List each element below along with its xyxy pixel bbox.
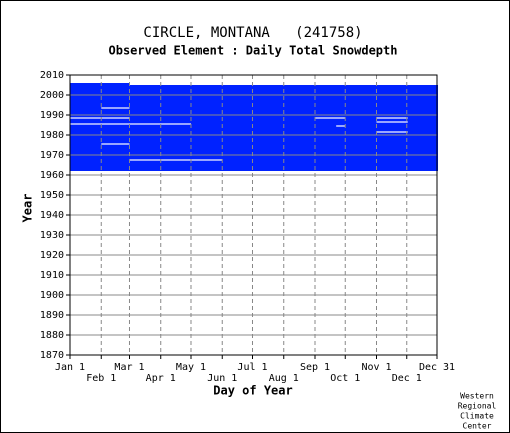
y-tick-label: 1880 xyxy=(40,330,64,341)
missing-data xyxy=(101,107,130,109)
y-tick-label: 1910 xyxy=(40,270,64,281)
x-tick-label: Aug 1 xyxy=(269,373,299,384)
y-tick-label: 1890 xyxy=(40,310,64,321)
x-tick-label: Apr 1 xyxy=(146,373,176,384)
y-tick-label: 1960 xyxy=(40,170,64,181)
x-tick-label: Jun 1 xyxy=(207,373,237,384)
y-tick-label: 1940 xyxy=(40,210,64,221)
credit-line: Western xyxy=(460,392,494,401)
y-tick-label: 1950 xyxy=(40,190,64,201)
missing-data xyxy=(315,117,346,119)
y-tick-label: 2010 xyxy=(40,70,64,81)
x-tick-label: Feb 1 xyxy=(86,373,116,384)
y-tick-label: 1990 xyxy=(40,110,64,121)
y-tick-label: 1920 xyxy=(40,250,64,261)
x-tick-label: Jan 1 xyxy=(55,362,85,373)
missing-data xyxy=(336,125,346,127)
x-tick-label: Mar 1 xyxy=(114,362,144,373)
x-axis-label: Day of Year xyxy=(213,384,292,398)
y-tick-label: 1900 xyxy=(40,290,64,301)
x-tick-label: May 1 xyxy=(176,362,206,373)
x-tick-label: Oct 1 xyxy=(330,373,360,384)
y-tick-label: 1870 xyxy=(40,350,64,361)
missing-data xyxy=(376,131,408,133)
y-tick-label: 1980 xyxy=(40,130,64,141)
x-tick-label: Nov 1 xyxy=(361,362,391,373)
chart-subtitle: Observed Element : Daily Total Snowdepth xyxy=(109,44,398,58)
y-axis-label: Year xyxy=(21,194,35,223)
x-tick-label: Dec 1 xyxy=(392,373,422,384)
missing-data xyxy=(129,159,223,161)
chart-title: CIRCLE, MONTANA (241758) xyxy=(143,25,362,41)
credit-line: Center xyxy=(463,422,492,431)
missing-data xyxy=(129,123,191,125)
x-tick-label: Dec 31 xyxy=(419,362,455,373)
coverage-block xyxy=(70,83,130,171)
missing-data xyxy=(376,117,408,119)
credit-line: Climate xyxy=(460,412,494,421)
missing-data xyxy=(70,117,130,119)
missing-data xyxy=(376,121,408,123)
y-tick-label: 1930 xyxy=(40,230,64,241)
x-tick-label: Jul 1 xyxy=(237,362,267,373)
credit-line: Regional xyxy=(458,402,497,411)
missing-data xyxy=(70,123,130,125)
missing-data xyxy=(101,143,130,145)
plot-border xyxy=(69,74,438,356)
x-tick-label: Sep 1 xyxy=(300,362,330,373)
y-tick-label: 1970 xyxy=(40,150,64,161)
y-tick-label: 2000 xyxy=(40,90,64,101)
